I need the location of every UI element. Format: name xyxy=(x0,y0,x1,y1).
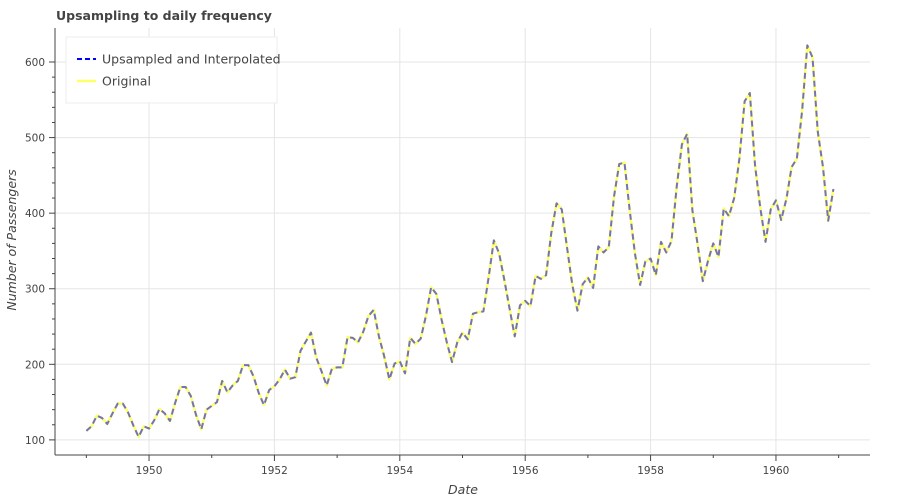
y-axis-label: Number of Passengers xyxy=(4,169,19,311)
y-tick-label: 600 xyxy=(25,57,45,69)
x-tick-label: 1958 xyxy=(637,465,664,477)
x-tick-label: 1956 xyxy=(512,465,539,477)
y-tick-label: 100 xyxy=(25,435,45,447)
y-tick-label: 300 xyxy=(25,284,45,296)
y-tick-label: 200 xyxy=(25,359,45,371)
x-tick-label: 1954 xyxy=(386,465,413,477)
legend: Upsampled and Interpolated Original xyxy=(65,36,281,104)
series-group xyxy=(85,44,835,439)
series-line-upsampled xyxy=(85,44,835,438)
y-tick-label: 400 xyxy=(25,208,45,220)
legend-label-original: Original xyxy=(102,74,151,89)
axes: 1950 1952 1954 1956 1958 1960 100 200 300 400 500 6… xyxy=(25,28,870,477)
legend-box xyxy=(65,36,278,104)
chart-title: Upsampling to daily frequency xyxy=(56,8,272,23)
x-tick-label: 1952 xyxy=(261,465,288,477)
legend-label-upsampled: Upsampled and Interpolated xyxy=(102,52,281,67)
x-axis-label: Date xyxy=(448,482,478,497)
y-tick-label: 500 xyxy=(25,133,45,145)
grid xyxy=(55,28,870,455)
x-tick-label: 1960 xyxy=(763,465,790,477)
x-tick-label: 1950 xyxy=(136,465,163,477)
